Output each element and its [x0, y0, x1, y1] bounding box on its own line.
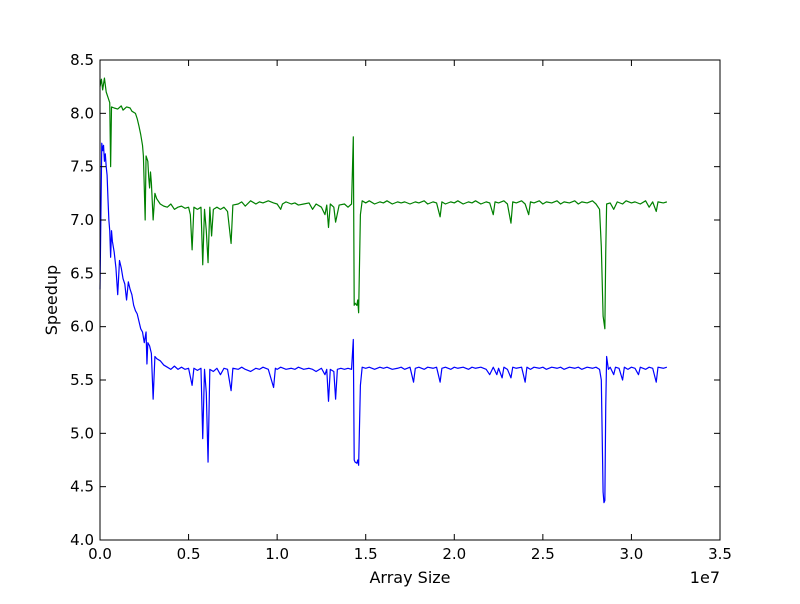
plot-area-frame	[99, 59, 721, 541]
series-line-2	[99, 142, 668, 504]
y-tick-label: 5.0	[70, 424, 94, 442]
y-tick-label: 6.0	[70, 318, 94, 336]
y-tick-label: 7.5	[70, 158, 94, 176]
y-tick-label: 8.0	[70, 104, 94, 122]
x-tick-label: 0.0	[88, 545, 112, 563]
x-tick-label: 1.0	[265, 545, 289, 563]
y-tick-label: 4.0	[70, 531, 94, 549]
x-axis-label: Array Size	[369, 568, 450, 587]
x-tick-label: 2.0	[442, 545, 466, 563]
x-tick-labels: 0.0 0.5 1.0 1.5 2.0 2.5 3.0 3.5	[88, 545, 732, 563]
x-tick-label: 1.5	[354, 545, 378, 563]
y-tick-label: 8.5	[70, 51, 94, 69]
x-tick-label: 3.5	[708, 545, 732, 563]
y-axis-label: Speedup	[42, 265, 61, 335]
y-tick-labels: 4.0 4.5 5.0 5.5 6.0 6.5 7.0 7.5 8.0 8.5	[70, 51, 94, 549]
y-tick-label: 5.5	[70, 371, 94, 389]
y-tick-label: 7.0	[70, 211, 94, 229]
x-tick-label: 0.5	[177, 545, 201, 563]
plot-area-background	[100, 60, 720, 540]
y-tick-label: 4.5	[70, 478, 94, 496]
series-layer	[99, 77, 668, 504]
x-tick-label: 3.0	[619, 545, 643, 563]
x-offset-label: 1e7	[690, 568, 720, 587]
x-tick-label: 2.5	[531, 545, 555, 563]
series-line-1	[99, 77, 668, 330]
y-tick-label: 6.5	[70, 264, 94, 282]
